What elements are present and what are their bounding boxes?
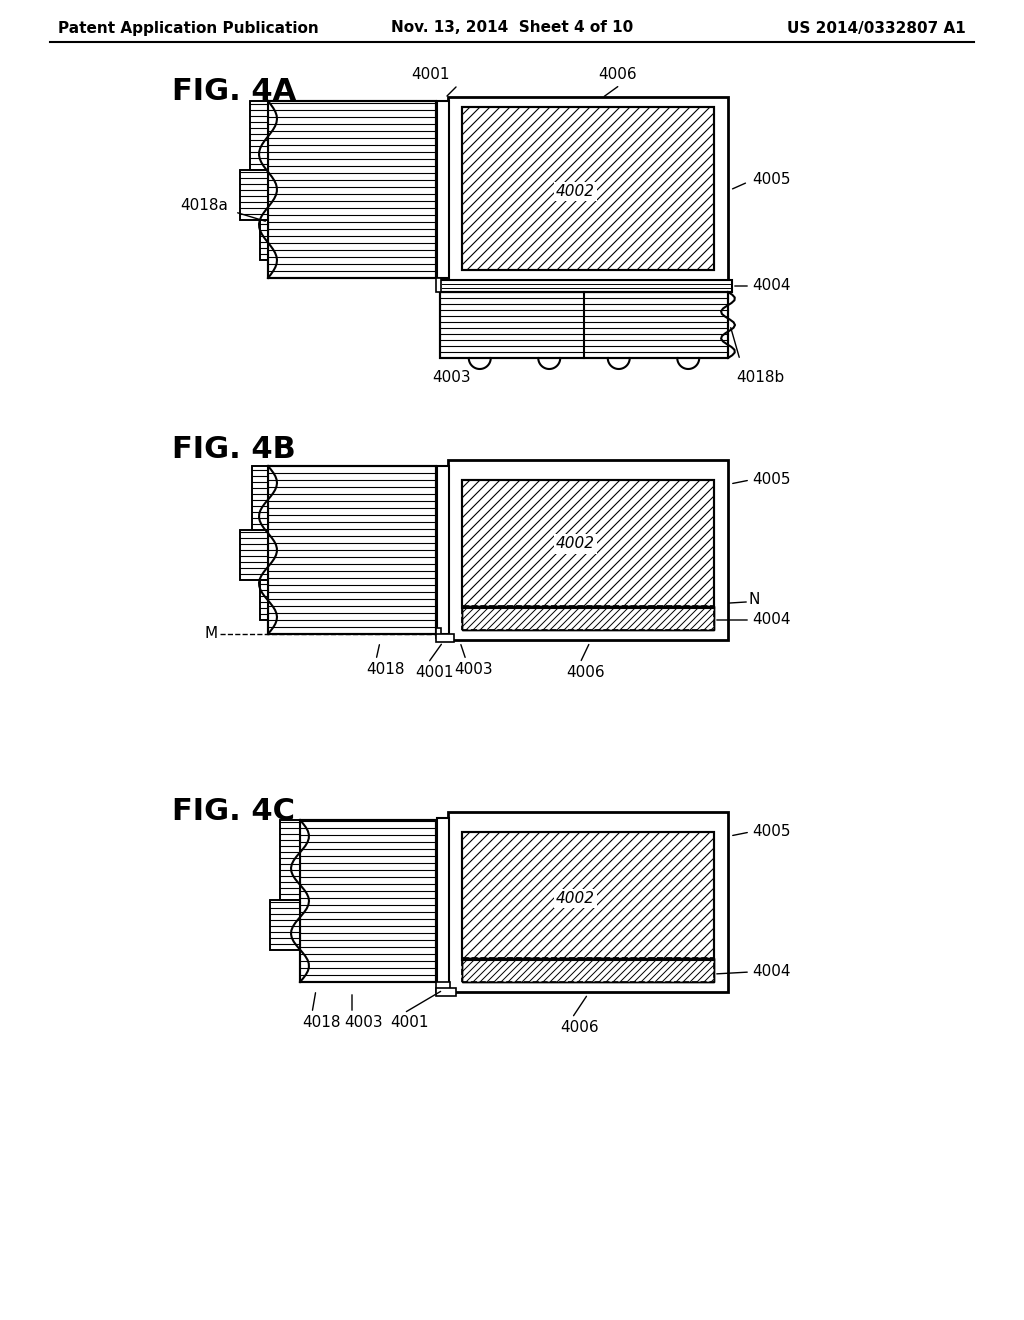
Bar (440, 292, 728, 358)
Bar (280, 820, 300, 900)
Bar (437, 818, 449, 986)
Bar (436, 279, 441, 292)
Text: N: N (748, 593, 760, 607)
Bar (436, 982, 450, 993)
Text: 4001: 4001 (390, 1015, 428, 1030)
Bar (260, 579, 268, 620)
Bar (462, 958, 714, 982)
Text: M: M (205, 627, 218, 642)
Text: 4005: 4005 (752, 173, 791, 187)
Bar (268, 466, 436, 634)
Bar (260, 220, 268, 260)
Bar (437, 466, 449, 634)
Bar (462, 606, 714, 630)
Bar (268, 466, 436, 634)
Bar (268, 102, 436, 279)
Text: Patent Application Publication: Patent Application Publication (58, 21, 318, 36)
Bar (240, 531, 268, 579)
Bar (437, 102, 449, 279)
Bar (270, 900, 300, 950)
Text: 4004: 4004 (752, 612, 791, 627)
Text: 4002: 4002 (556, 185, 595, 199)
Text: Nov. 13, 2014  Sheet 4 of 10: Nov. 13, 2014 Sheet 4 of 10 (391, 21, 633, 36)
Bar (449, 96, 728, 282)
Bar (436, 987, 456, 997)
Bar (449, 812, 728, 993)
Bar (440, 280, 732, 292)
Bar (300, 820, 436, 982)
Bar (462, 958, 714, 982)
Bar (462, 606, 714, 630)
Bar (462, 107, 714, 271)
Bar (268, 102, 436, 279)
Text: FIG. 4B: FIG. 4B (172, 436, 296, 465)
Bar (300, 820, 436, 982)
Text: 4001: 4001 (415, 665, 454, 680)
Text: 4002: 4002 (556, 536, 595, 552)
Bar (436, 628, 441, 638)
Bar (240, 170, 268, 220)
Text: FIG. 4A: FIG. 4A (172, 78, 296, 107)
Text: 4001: 4001 (411, 67, 450, 82)
Bar (250, 102, 268, 170)
Bar (252, 466, 268, 531)
Text: 4004: 4004 (752, 965, 791, 979)
Bar (260, 579, 268, 620)
Bar (462, 958, 714, 982)
Text: 4018a: 4018a (180, 198, 228, 213)
Text: 4003: 4003 (344, 1015, 383, 1030)
Text: 4003: 4003 (432, 370, 471, 385)
Bar (436, 634, 454, 642)
Bar (270, 900, 300, 950)
Text: US 2014/0332807 A1: US 2014/0332807 A1 (787, 21, 966, 36)
Bar (250, 102, 268, 170)
Bar (240, 170, 268, 220)
Text: 4006: 4006 (566, 665, 604, 680)
Bar (440, 292, 728, 358)
Text: 4018: 4018 (302, 1015, 341, 1030)
Bar (462, 107, 714, 271)
Bar (462, 832, 714, 960)
Bar (462, 832, 714, 960)
Bar (462, 606, 714, 630)
Bar (260, 220, 268, 260)
Text: 4006: 4006 (560, 1020, 599, 1035)
Text: 4018: 4018 (366, 663, 404, 677)
Text: 4018b: 4018b (736, 370, 784, 385)
Text: 4005: 4005 (752, 825, 791, 840)
Text: 4003: 4003 (454, 663, 493, 677)
Bar (240, 531, 268, 579)
Text: FIG. 4C: FIG. 4C (172, 797, 295, 826)
Text: 4002: 4002 (556, 891, 595, 906)
Text: 4006: 4006 (599, 67, 637, 82)
Bar (462, 480, 714, 609)
Bar (280, 820, 300, 900)
Text: 4004: 4004 (752, 279, 791, 293)
Bar (252, 466, 268, 531)
Text: 4005: 4005 (752, 473, 791, 487)
Bar (449, 459, 728, 640)
Bar (462, 480, 714, 609)
